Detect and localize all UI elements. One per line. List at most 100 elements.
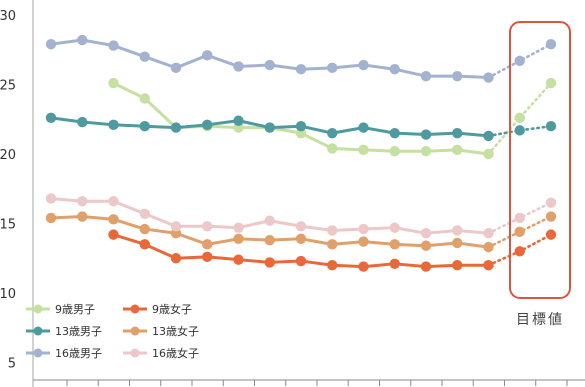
data-point [327, 127, 338, 139]
data-point [514, 125, 525, 136]
series-line [112, 81, 490, 156]
axis-layer [32, 0, 585, 387]
data-point [202, 119, 213, 131]
data-point [264, 257, 275, 268]
data-point [295, 255, 307, 267]
data-point [483, 148, 494, 160]
data-point [139, 223, 150, 235]
data-point [452, 260, 463, 271]
data-point [202, 251, 213, 263]
data-point [77, 196, 88, 207]
data-point [295, 121, 307, 132]
data-point [170, 122, 182, 133]
data-point [77, 211, 88, 222]
data-point [170, 221, 182, 232]
data-point [170, 62, 182, 74]
y-tick-label: 20 [0, 148, 16, 163]
legend-label: 16歳女子 [152, 346, 199, 360]
data-point [170, 253, 182, 264]
y-tick-label: 15 [0, 218, 16, 233]
series-2 [45, 112, 557, 142]
data-point [483, 228, 494, 239]
series-4 [45, 34, 557, 83]
data-point [295, 221, 307, 232]
data-point [358, 59, 369, 71]
data-point [295, 233, 307, 244]
target-label: 目標値 [516, 312, 564, 328]
data-point [108, 40, 119, 51]
data-point [139, 51, 150, 62]
legend-item: 9歳女子 [123, 302, 192, 316]
legend-marker [130, 304, 140, 314]
data-point [295, 64, 307, 75]
data-point [545, 38, 557, 50]
data-point [514, 212, 525, 224]
data-point [420, 240, 432, 251]
data-point [514, 55, 525, 67]
data-point [45, 112, 57, 124]
legend-marker [130, 348, 140, 358]
data-point [327, 225, 338, 236]
data-point [45, 193, 57, 204]
data-point [358, 144, 369, 156]
series-layer [45, 34, 557, 272]
data-point [139, 208, 150, 219]
data-point [483, 130, 494, 142]
data-point [452, 70, 463, 82]
data-point [452, 144, 463, 156]
data-point [358, 223, 369, 235]
data-point [108, 77, 119, 89]
legend-label: 16歳男子 [55, 347, 102, 360]
data-point [77, 116, 88, 128]
data-point [139, 121, 150, 132]
legend: 9歳男子 9歳女子 13歳男子 13歳女子 16歳男子 16歳女子 [26, 302, 199, 360]
data-point [108, 214, 119, 225]
series-0 [108, 77, 557, 160]
data-point [420, 129, 432, 140]
legend-label: 9歳男子 [55, 303, 95, 316]
data-point [327, 239, 338, 250]
x-tick-marks [66, 380, 568, 386]
data-point [264, 59, 275, 71]
legend-marker [33, 304, 43, 314]
data-point [358, 261, 369, 272]
data-point [358, 236, 369, 247]
data-point [389, 146, 400, 157]
data-point [514, 112, 525, 124]
data-point [264, 215, 275, 226]
legend-item: 13歳男子 [26, 325, 102, 338]
data-point [389, 64, 400, 75]
y-tick-label: 10 [0, 287, 16, 302]
data-point [202, 239, 213, 250]
data-point [389, 258, 400, 270]
data-point [202, 50, 213, 61]
data-point [233, 233, 244, 244]
legend-label: 13歳男子 [55, 325, 102, 338]
data-point [77, 34, 88, 46]
data-point [420, 70, 432, 82]
data-point [514, 246, 525, 257]
data-point [45, 38, 57, 50]
data-point [545, 229, 557, 240]
y-tick-label: 25 [0, 79, 16, 94]
data-point [545, 77, 557, 89]
data-point [139, 239, 150, 250]
data-point [327, 260, 338, 271]
data-point [264, 122, 275, 133]
legend-item: 9歳男子 [26, 303, 95, 316]
data-point [420, 228, 432, 239]
series-5 [45, 193, 557, 239]
data-point [327, 143, 338, 154]
data-point [514, 226, 525, 238]
data-point [264, 234, 275, 246]
legend-item: 16歳女子 [123, 346, 199, 360]
legend-marker [130, 326, 140, 336]
data-point [233, 115, 244, 126]
legend-label: 13歳女子 [152, 324, 199, 338]
data-point [452, 237, 463, 249]
data-point [358, 122, 369, 133]
data-point [452, 225, 463, 236]
data-point [233, 61, 244, 72]
data-point [483, 241, 494, 253]
data-point [420, 261, 432, 272]
